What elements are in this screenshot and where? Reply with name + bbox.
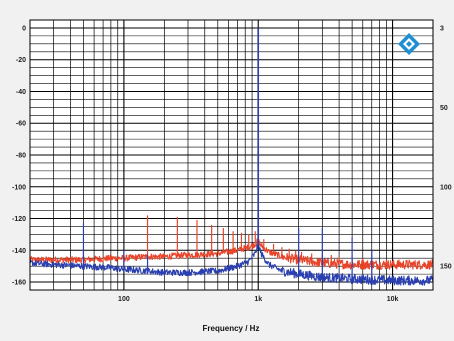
- x-tick-label: 1k: [254, 296, 262, 303]
- y-tick-label-left: -80: [16, 153, 26, 160]
- y-tick-label-left: -120: [12, 216, 26, 223]
- y-tick-label-left: -140: [12, 248, 26, 255]
- x-axis-labels: 100 1k 10k: [118, 296, 398, 303]
- y-tick-label-right: 100: [440, 184, 452, 191]
- y-tick-label-left: 0: [22, 25, 26, 32]
- y-tick-label-left: -60: [16, 121, 26, 128]
- rohde-schwarz-logo-icon: [398, 33, 420, 55]
- y-tick-label-right: 150: [440, 264, 452, 271]
- x-tick-label: 10k: [387, 296, 399, 303]
- y-tick-label-left: -20: [16, 57, 26, 64]
- plot-frame: [29, 19, 434, 291]
- y-tick-label-left: -40: [16, 89, 26, 96]
- x-tick-label: 100: [118, 296, 130, 303]
- series-noise-trace: [30, 238, 433, 270]
- series-noise-trace: [30, 241, 433, 286]
- y-tick-label-right: 3: [440, 25, 444, 32]
- y-tick-label-left: -160: [12, 280, 26, 287]
- y-tick-label-right: 50: [440, 105, 448, 112]
- y-tick-label-left: -100: [12, 184, 26, 191]
- y-axis-left-labels: 0 -20 -40 -60 -80 -100 -120 -140 -160: [12, 25, 26, 286]
- y-axis-right-labels: 3 50 100 150: [440, 25, 452, 270]
- x-axis-title: Frequency / Hz: [203, 324, 260, 333]
- series-layer: [30, 27, 433, 286]
